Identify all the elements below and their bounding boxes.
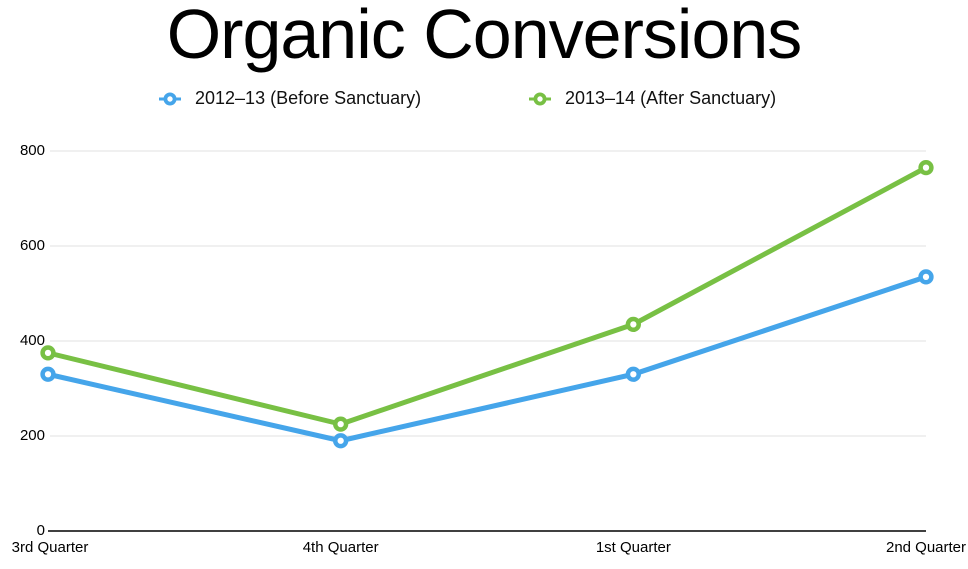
- data-point-series-2-1st-quarter: [625, 316, 641, 333]
- data-point-series-2-4th-quarter: [333, 416, 349, 432]
- legend: 2012–13 (Before Sanctuary) 2013–14 (Afte…: [0, 88, 968, 112]
- x-axis-tick-1st-quarter: 1st Quarter: [595, 539, 671, 556]
- legend-item-series-2: 2013–14 (After Sanctuary): [528, 88, 776, 109]
- series-line-2: [45, 165, 929, 427]
- series-2-marker-icon: [528, 91, 552, 107]
- data-point-series-1-2nd-quarter: [918, 269, 934, 285]
- x-axis-tick-2nd-quarter: 2nd Quarter: [885, 539, 967, 556]
- x-axis-tick-3rd-quarter: 3rd Quarter: [11, 539, 89, 556]
- x-axis-tick-4th-quarter: 4th Quarter: [302, 539, 379, 556]
- data-point-series-1-3rd-quarter: [40, 366, 56, 382]
- y-axis-tick-600: 600: [19, 237, 45, 254]
- data-point-series-2-3rd-quarter: [40, 345, 56, 361]
- legend-label-series-2: 2013–14 (After Sanctuary): [565, 88, 777, 108]
- data-point-series-1-1st-quarter: [625, 366, 641, 382]
- legend-label-series-1: 2012–13 (Before Sanctuary): [195, 88, 422, 108]
- data-point-series-2-2nd-quarter: [918, 159, 934, 176]
- y-axis-tick-200: 200: [19, 427, 45, 444]
- data-point-series-1-4th-quarter: [333, 433, 349, 449]
- y-axis-tick-400: 400: [19, 332, 45, 349]
- y-axis-tick-800: 800: [19, 142, 45, 159]
- series-line-1: [45, 274, 929, 444]
- series-1-marker-icon: [158, 91, 182, 107]
- chart-title: Organic Conversions: [166, 0, 803, 73]
- legend-item-series-1: 2012–13 (Before Sanctuary): [158, 88, 421, 109]
- y-axis-tick-0: 0: [36, 522, 45, 539]
